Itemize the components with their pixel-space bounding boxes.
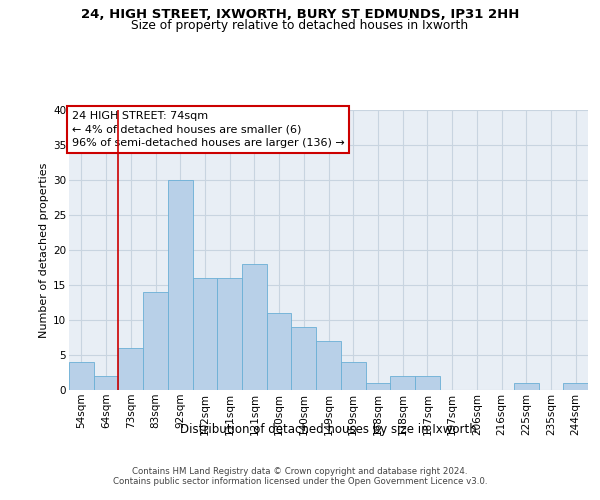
Bar (292, 327, 316, 390)
Bar (316, 341, 341, 390)
Bar (365, 383, 390, 390)
Bar (168, 180, 193, 390)
Bar (193, 278, 217, 390)
Text: 24, HIGH STREET, IXWORTH, BURY ST EDMUNDS, IP31 2HH: 24, HIGH STREET, IXWORTH, BURY ST EDMUND… (81, 8, 519, 20)
Bar (514, 383, 539, 390)
Text: Size of property relative to detached houses in Ixworth: Size of property relative to detached ho… (131, 19, 469, 32)
Bar (563, 383, 588, 390)
Bar (341, 362, 365, 390)
Bar (267, 313, 292, 390)
Bar (415, 376, 440, 390)
Text: Distribution of detached houses by size in Ixworth: Distribution of detached houses by size … (181, 422, 477, 436)
Text: Contains public sector information licensed under the Open Government Licence v3: Contains public sector information licen… (113, 477, 487, 486)
Y-axis label: Number of detached properties: Number of detached properties (39, 162, 49, 338)
Bar (242, 264, 267, 390)
Bar (69, 362, 94, 390)
Bar (118, 348, 143, 390)
Bar (94, 376, 118, 390)
Bar (143, 292, 168, 390)
Text: Contains HM Land Registry data © Crown copyright and database right 2024.: Contains HM Land Registry data © Crown c… (132, 467, 468, 476)
Bar (217, 278, 242, 390)
Bar (390, 376, 415, 390)
Text: 24 HIGH STREET: 74sqm
← 4% of detached houses are smaller (6)
96% of semi-detach: 24 HIGH STREET: 74sqm ← 4% of detached h… (71, 112, 344, 148)
